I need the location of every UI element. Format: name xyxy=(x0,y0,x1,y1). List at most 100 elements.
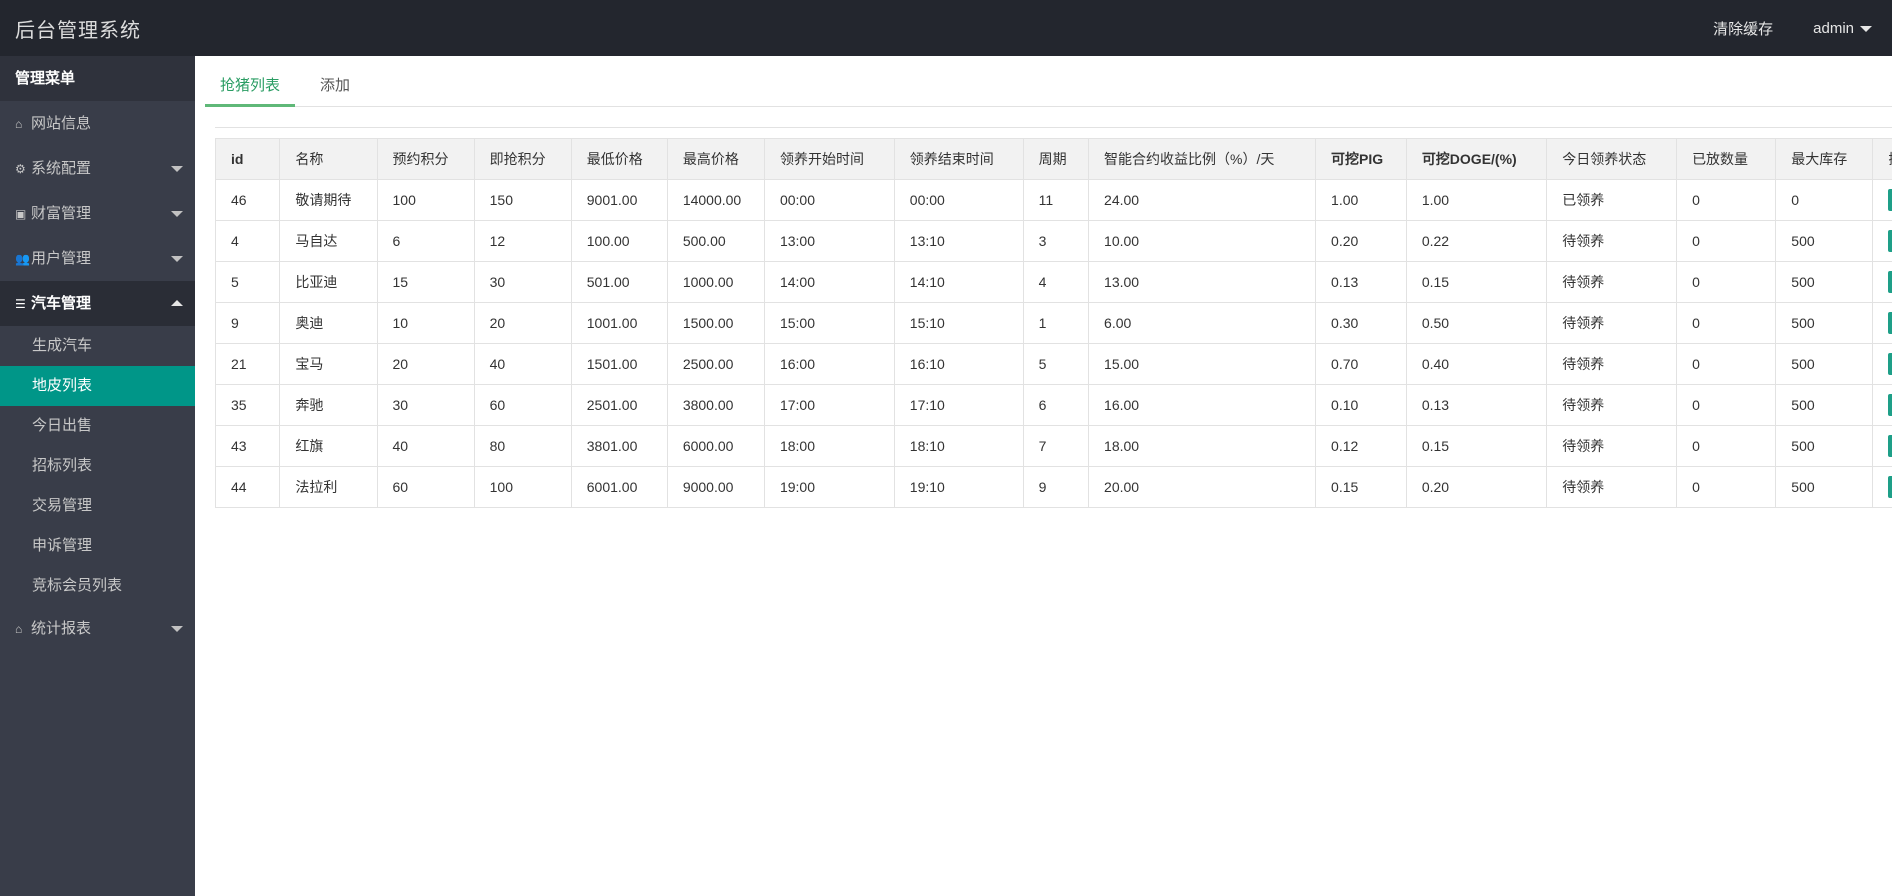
table-cell: 待领养 xyxy=(1546,384,1678,426)
table-cell: 奔驰 xyxy=(279,384,378,426)
table-cell: 0.15 xyxy=(1405,261,1548,303)
table-cell: 17:00 xyxy=(763,384,895,426)
table-cell: 0.40 xyxy=(1405,343,1548,385)
table-cell: 0.12 xyxy=(1315,425,1407,467)
edit-button[interactable]: 编辑 xyxy=(1888,435,1892,457)
table-cell: 18.00 xyxy=(1088,425,1317,467)
table-cell: 500 xyxy=(1775,302,1874,344)
table-cell: 4 xyxy=(214,220,281,262)
table-cell: 20.00 xyxy=(1088,466,1317,508)
actions-cell: 编辑删除 xyxy=(1872,179,1892,221)
table-row: 21 宝马 20 40 1501.00 2500.00 16:00 16:10 5 15.00 0.… xyxy=(214,343,1892,385)
sidebar-subitem-3[interactable]: 招标列表 xyxy=(32,457,93,474)
tab-add[interactable]: 添加 xyxy=(320,77,351,94)
sidebar-subitem-2[interactable]: 今日出售 xyxy=(32,417,93,434)
table-cell: 0 xyxy=(1676,302,1777,344)
sidebar-item-label: 用户管理 xyxy=(31,250,92,267)
table-cell: 14:00 xyxy=(763,261,895,303)
edit-button[interactable]: 编辑 xyxy=(1888,312,1892,334)
table-cell: 1 xyxy=(1022,302,1090,344)
table-cell: 9000.00 xyxy=(666,466,765,508)
sidebar-subitem-5[interactable]: 申诉管理 xyxy=(32,537,93,554)
column-header: 即抢积分 xyxy=(473,138,572,180)
table-cell: 0 xyxy=(1676,220,1777,262)
table-cell: 40 xyxy=(473,343,572,385)
caret-down-icon xyxy=(171,166,183,172)
table-cell: 501.00 xyxy=(570,261,668,303)
table-cell: 2501.00 xyxy=(570,384,668,426)
table-cell: 11 xyxy=(1022,179,1090,221)
user-menu[interactable]: admin xyxy=(1813,20,1872,37)
table-cell: 0.10 xyxy=(1315,384,1407,426)
table-cell: 13:10 xyxy=(893,220,1024,262)
sidebar-item-4[interactable]: ☰ 汽车管理 xyxy=(0,281,195,326)
table-cell: 60 xyxy=(376,466,475,508)
top-bar: 后台管理系统 清除缓存 admin xyxy=(0,0,1892,56)
sidebar-subitem-1[interactable]: 地皮列表 xyxy=(0,366,195,406)
column-header: 可挖PIG xyxy=(1315,138,1407,180)
table-cell: 0 xyxy=(1676,179,1777,221)
table-row: 4 马自达 6 12 100.00 500.00 13:00 13:10 3 10.00 0.20 0… xyxy=(214,220,1892,262)
sidebar-item-label: 统计报表 xyxy=(31,620,92,637)
sidebar-item-stats[interactable]: ⌂ 统计报表 xyxy=(0,606,195,651)
sidebar-item-2[interactable]: ▣ 财富管理 xyxy=(0,191,195,236)
table-cell: 0.13 xyxy=(1405,384,1548,426)
column-header: 领养开始时间 xyxy=(763,138,895,180)
actions-cell: 编辑删除 xyxy=(1872,220,1892,262)
table-row: 35 奔驰 30 60 2501.00 3800.00 17:00 17:10 6 16.00 0.… xyxy=(214,384,1892,426)
edit-button[interactable]: 编辑 xyxy=(1888,353,1892,375)
sidebar-item-3[interactable]: 👥用户管理 xyxy=(0,236,195,281)
bars-icon: ☰ xyxy=(15,297,26,311)
column-header: 预约积分 xyxy=(376,138,475,180)
users-icon: 👥 xyxy=(15,252,30,266)
sidebar-subitem-6[interactable]: 竞标会员列表 xyxy=(32,577,123,594)
column-header: 领养结束时间 xyxy=(893,138,1024,180)
table-cell: 5 xyxy=(1022,343,1090,385)
table-cell: 待领养 xyxy=(1546,425,1678,467)
edit-button[interactable]: 编辑 xyxy=(1888,394,1892,416)
table-cell: 500 xyxy=(1775,384,1874,426)
table-cell: 35 xyxy=(214,384,281,426)
table-cell: 30 xyxy=(473,261,572,303)
table-cell: 15:00 xyxy=(763,302,895,344)
sidebar-item-1[interactable]: ⚙ 系统配置 xyxy=(0,146,195,191)
caret-down-icon xyxy=(171,256,183,262)
sidebar-subitem-4[interactable]: 交易管理 xyxy=(32,497,93,514)
table-cell: 40 xyxy=(376,425,475,467)
table-cell: 19:00 xyxy=(763,466,895,508)
table-cell: 18:10 xyxy=(893,425,1024,467)
actions-cell: 编辑删除 xyxy=(1872,302,1892,344)
table-cell: 20 xyxy=(473,302,572,344)
clear-cache-link[interactable]: 清除缓存 xyxy=(1713,20,1774,38)
column-header: id xyxy=(214,138,281,180)
table-cell: 17:10 xyxy=(893,384,1024,426)
table-cell: 0.20 xyxy=(1405,466,1548,508)
sidebar-subitem-0[interactable]: 生成汽车 xyxy=(32,337,93,354)
caret-down-icon xyxy=(1860,25,1872,32)
table-cell: 16:00 xyxy=(763,343,895,385)
table-cell: 46 xyxy=(214,179,281,221)
sidebar-title: 管理菜单 xyxy=(0,56,195,101)
edit-button[interactable]: 编辑 xyxy=(1888,271,1892,293)
edit-button[interactable]: 编辑 xyxy=(1888,230,1892,252)
table-cell: 44 xyxy=(214,466,281,508)
table-cell: 43 xyxy=(214,425,281,467)
gears-icon: ⚙ xyxy=(15,162,26,176)
table-cell: 6.00 xyxy=(1088,302,1317,344)
table-cell: 红旗 xyxy=(279,425,378,467)
table-cell: 0.22 xyxy=(1405,220,1548,262)
table-cell: 6 xyxy=(376,220,475,262)
table-cell: 15 xyxy=(376,261,475,303)
edit-button[interactable]: 编辑 xyxy=(1888,476,1892,498)
edit-button[interactable]: 编辑 xyxy=(1888,189,1892,211)
table-cell: 马自达 xyxy=(279,220,378,262)
table-cell: 0.20 xyxy=(1315,220,1407,262)
table-cell: 3800.00 xyxy=(666,384,765,426)
table-cell: 0.13 xyxy=(1315,261,1407,303)
sidebar-item-0[interactable]: ⌂ 网站信息 xyxy=(0,101,195,146)
table-cell: 法拉利 xyxy=(279,466,378,508)
tab-list[interactable]: 抢猪列表 xyxy=(205,56,296,107)
table-cell: 100 xyxy=(376,179,475,221)
table-cell: 0 xyxy=(1676,343,1777,385)
table-cell: 100.00 xyxy=(570,220,668,262)
